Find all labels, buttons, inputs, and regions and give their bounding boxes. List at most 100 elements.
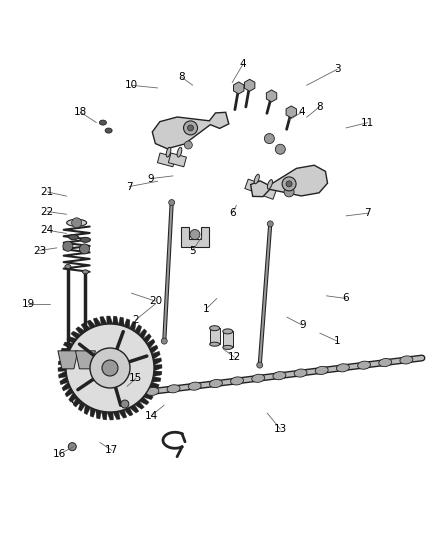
Ellipse shape xyxy=(254,174,259,184)
Polygon shape xyxy=(149,345,158,354)
Ellipse shape xyxy=(177,147,182,157)
Text: 16: 16 xyxy=(53,449,66,459)
Bar xyxy=(210,328,219,344)
Ellipse shape xyxy=(67,219,87,227)
Polygon shape xyxy=(153,358,162,365)
Polygon shape xyxy=(153,371,162,377)
Polygon shape xyxy=(90,407,96,417)
Circle shape xyxy=(63,241,73,251)
Circle shape xyxy=(286,181,292,187)
Polygon shape xyxy=(266,90,277,102)
Polygon shape xyxy=(143,392,153,400)
Polygon shape xyxy=(124,407,133,416)
Ellipse shape xyxy=(99,120,106,125)
Ellipse shape xyxy=(125,390,138,398)
Ellipse shape xyxy=(167,385,180,393)
Polygon shape xyxy=(81,323,91,332)
Polygon shape xyxy=(154,365,162,371)
Polygon shape xyxy=(157,153,176,167)
Text: 10: 10 xyxy=(125,80,138,90)
Polygon shape xyxy=(71,331,81,339)
Ellipse shape xyxy=(210,326,219,330)
Ellipse shape xyxy=(400,356,413,364)
Polygon shape xyxy=(106,316,113,324)
Circle shape xyxy=(72,218,81,228)
Polygon shape xyxy=(60,377,68,385)
Ellipse shape xyxy=(146,387,159,395)
Circle shape xyxy=(102,360,118,376)
Circle shape xyxy=(184,121,198,135)
Ellipse shape xyxy=(81,237,90,243)
Circle shape xyxy=(184,141,192,149)
Polygon shape xyxy=(147,339,155,349)
Polygon shape xyxy=(73,397,81,407)
Polygon shape xyxy=(67,336,77,344)
Text: 15: 15 xyxy=(129,374,142,383)
Text: 2: 2 xyxy=(132,315,139,325)
Circle shape xyxy=(68,442,76,451)
Polygon shape xyxy=(59,354,68,359)
Polygon shape xyxy=(251,165,328,197)
Text: 18: 18 xyxy=(74,107,87,117)
Text: 20: 20 xyxy=(149,296,162,306)
Ellipse shape xyxy=(230,377,244,385)
Polygon shape xyxy=(58,351,78,369)
Polygon shape xyxy=(100,317,107,325)
Polygon shape xyxy=(102,411,107,420)
Ellipse shape xyxy=(336,364,350,372)
Polygon shape xyxy=(65,387,74,397)
Ellipse shape xyxy=(209,379,223,387)
Ellipse shape xyxy=(223,329,233,334)
Ellipse shape xyxy=(294,369,307,377)
Polygon shape xyxy=(64,342,74,349)
Polygon shape xyxy=(107,412,113,420)
Circle shape xyxy=(66,324,154,412)
Ellipse shape xyxy=(267,180,272,189)
Ellipse shape xyxy=(188,382,201,390)
Polygon shape xyxy=(61,348,71,354)
Polygon shape xyxy=(84,405,91,415)
Circle shape xyxy=(282,177,296,191)
Polygon shape xyxy=(152,112,229,149)
Text: 12: 12 xyxy=(228,352,241,362)
Polygon shape xyxy=(233,82,244,94)
Circle shape xyxy=(169,199,175,206)
Ellipse shape xyxy=(69,235,78,240)
Ellipse shape xyxy=(103,393,117,401)
Ellipse shape xyxy=(82,270,88,274)
Ellipse shape xyxy=(210,342,219,346)
Polygon shape xyxy=(58,359,67,365)
Polygon shape xyxy=(62,382,71,391)
Text: 4: 4 xyxy=(299,107,306,117)
Polygon shape xyxy=(113,411,120,419)
Polygon shape xyxy=(130,321,136,332)
Polygon shape xyxy=(119,410,127,418)
Polygon shape xyxy=(96,410,102,419)
Polygon shape xyxy=(139,397,149,405)
Text: 9: 9 xyxy=(299,320,306,330)
Polygon shape xyxy=(244,79,255,91)
Circle shape xyxy=(284,187,294,197)
Ellipse shape xyxy=(105,128,112,133)
Circle shape xyxy=(257,362,263,368)
Polygon shape xyxy=(139,329,147,339)
Text: 11: 11 xyxy=(361,118,374,127)
Circle shape xyxy=(121,400,129,408)
Text: 4: 4 xyxy=(240,59,247,69)
Text: 17: 17 xyxy=(105,446,118,455)
Polygon shape xyxy=(245,179,263,194)
Text: 7: 7 xyxy=(126,182,133,191)
Circle shape xyxy=(265,134,274,143)
Polygon shape xyxy=(76,327,85,335)
Text: 5: 5 xyxy=(189,246,196,255)
Text: 7: 7 xyxy=(364,208,371,218)
Circle shape xyxy=(161,338,167,344)
Polygon shape xyxy=(149,382,159,388)
Text: 13: 13 xyxy=(274,424,287,434)
Polygon shape xyxy=(168,153,187,167)
Polygon shape xyxy=(147,387,157,394)
Ellipse shape xyxy=(65,264,71,269)
Circle shape xyxy=(276,144,285,154)
Polygon shape xyxy=(143,334,151,344)
Text: 9: 9 xyxy=(148,174,155,183)
